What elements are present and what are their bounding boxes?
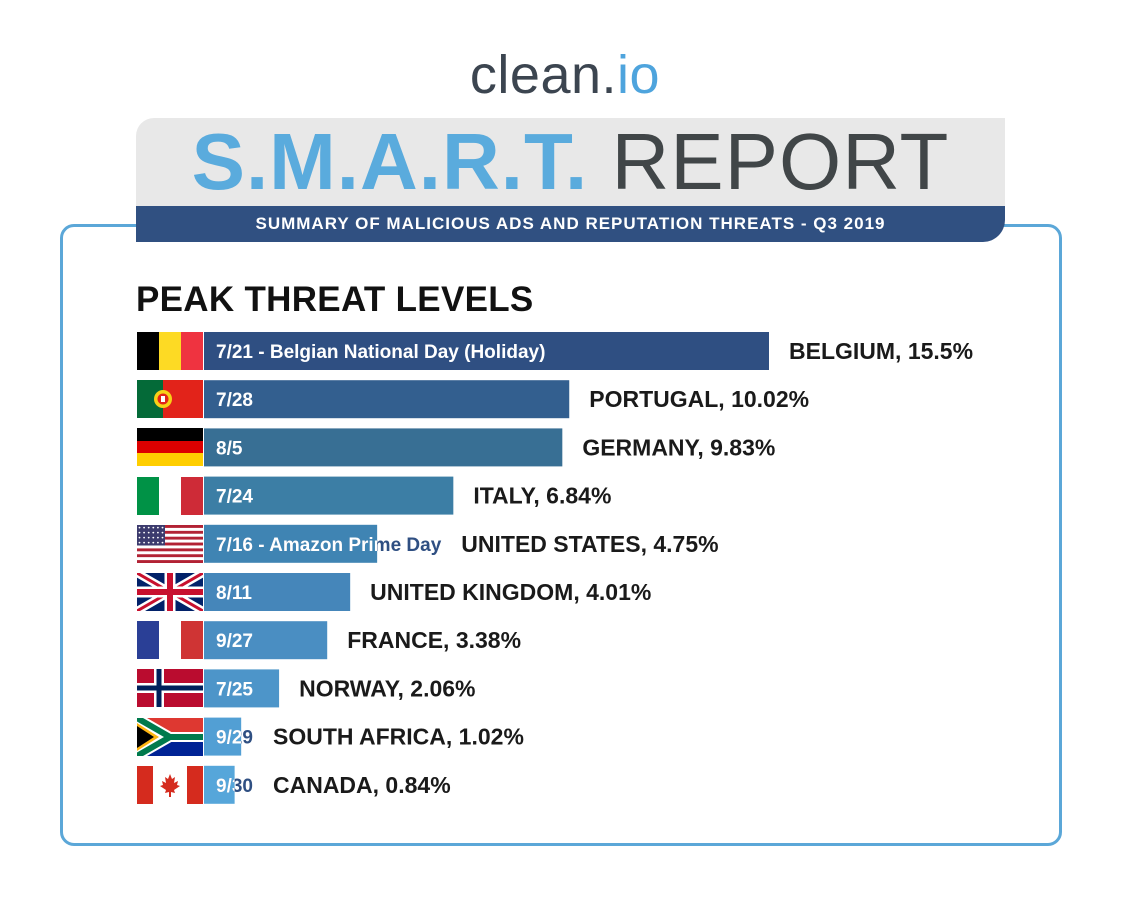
value-label: NORWAY, 2.06%	[299, 675, 475, 701]
norway-flag-icon	[137, 669, 203, 708]
value-label: CANADA, 0.84%	[273, 772, 451, 798]
bar-germany	[204, 428, 563, 467]
report-title-part1: S.M.A.R.T.	[191, 117, 589, 206]
bar-date-label-overlay: 7/16 - Amazon Prime Day	[216, 535, 442, 556]
value-label: ITALY, 6.84%	[473, 483, 611, 509]
france-flag-icon	[137, 621, 203, 660]
value-label: FRANCE, 3.38%	[347, 627, 521, 653]
bar-canada	[204, 765, 235, 804]
canada-flag-icon	[137, 765, 203, 804]
bar-south-africa	[204, 717, 242, 756]
bar-portugal	[204, 380, 570, 419]
bar-date-label: 9/29	[216, 728, 253, 749]
bar-date-label: 9/30	[216, 776, 253, 797]
value-label: SOUTH AFRICA, 1.02%	[273, 724, 524, 750]
value-label: BELGIUM, 15.5%	[789, 338, 973, 364]
south-africa-flag-icon	[137, 717, 203, 756]
value-label: GERMANY, 9.83%	[582, 434, 775, 460]
bar-norway	[204, 669, 280, 708]
report-title-part2: REPORT	[588, 117, 950, 206]
bar-date-label: 7/28	[216, 390, 253, 411]
value-label: UNITED STATES, 4.75%	[461, 531, 718, 557]
bar-date-label: 8/11	[216, 583, 252, 604]
italy-flag-icon	[137, 476, 203, 515]
bar-date-label: 9/27	[216, 631, 253, 652]
logo-text-part1: clean.	[469, 45, 618, 105]
germany-flag-icon	[137, 428, 203, 467]
chart-title: PEAK THREAT LEVELS	[136, 280, 534, 319]
logo-text-part2: io	[617, 45, 661, 105]
value-label: UNITED KINGDOM, 4.01%	[370, 579, 651, 605]
uk-flag-icon	[137, 573, 203, 611]
bar-date-label: 7/16 - Amazon Prime Day	[216, 535, 442, 556]
us-flag-icon	[137, 524, 203, 563]
report-banner: S.M.A.R.T. REPORT	[136, 118, 1005, 206]
bar-date-label: 7/24	[216, 487, 253, 508]
belgium-flag-icon	[137, 332, 203, 370]
report-subtitle: SUMMARY OF MALICIOUS ADS AND REPUTATION …	[136, 206, 1005, 242]
bar-united-kingdom	[204, 573, 351, 611]
bar-date-label: 7/21 - Belgian National Day (Holiday)	[216, 342, 545, 363]
bar-date-label: 7/25	[216, 679, 253, 700]
report-title: S.M.A.R.T. REPORT	[136, 118, 1005, 206]
bar-date-label-overlay: 9/30	[216, 776, 253, 797]
bar-france	[204, 621, 328, 660]
brand-logo: clean.io	[0, 44, 1130, 106]
bar-date-label-overlay: 9/29	[216, 728, 253, 749]
bar-belgium	[204, 332, 769, 370]
bar-united-states	[204, 524, 378, 563]
bar-date-label: 8/5	[216, 438, 243, 459]
value-label: PORTUGAL, 10.02%	[589, 386, 809, 412]
bar-italy	[204, 476, 454, 515]
portugal-flag-icon	[137, 380, 203, 419]
